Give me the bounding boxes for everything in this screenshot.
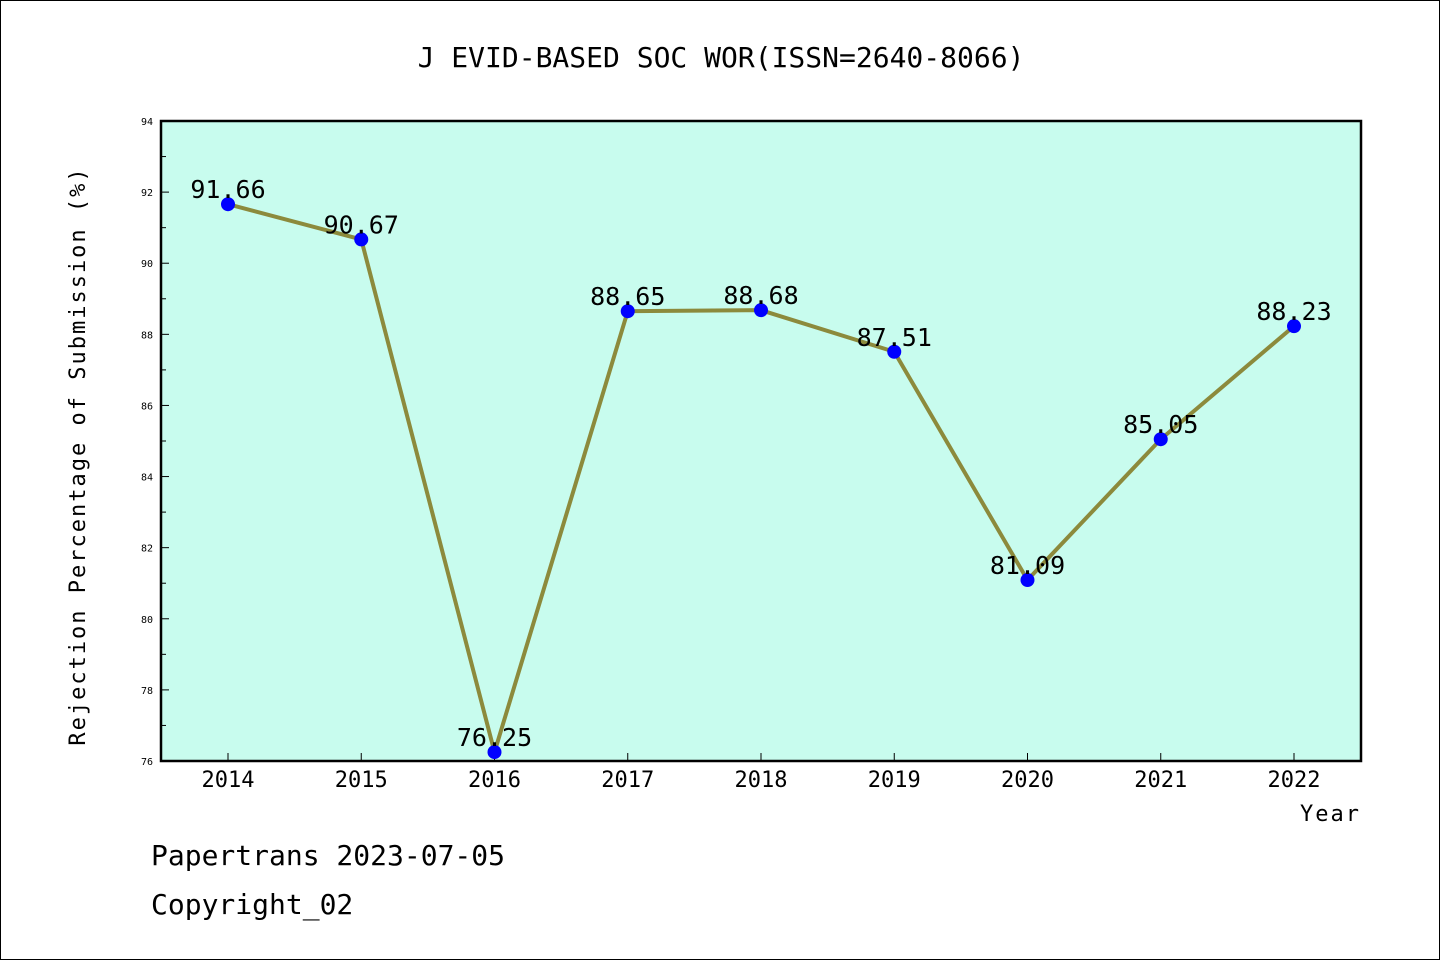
- data-point: [620, 304, 635, 319]
- plot-border: [159, 119, 1363, 763]
- x-tick-label: 2016: [468, 768, 521, 793]
- y-tick-label: 82: [141, 544, 153, 555]
- data-label: 88.68: [723, 281, 798, 310]
- data-point: [487, 745, 502, 760]
- x-tick-label: 2014: [202, 768, 255, 793]
- x-tick-label: 2020: [1001, 768, 1054, 793]
- footer-copyright: Copyright_02: [151, 888, 353, 922]
- y-tick-label: 76: [141, 757, 153, 768]
- y-tick-label: 90: [141, 259, 153, 270]
- y-tick-label: 88: [141, 330, 153, 341]
- y-tick-label: 80: [141, 615, 153, 626]
- y-axis-label: Rejection Percentage of Submission (%): [66, 166, 91, 745]
- data-label: 87.51: [857, 323, 932, 352]
- data-label: 81.09: [990, 551, 1065, 580]
- data-label: 91.66: [190, 175, 265, 204]
- x-tick-label: 2022: [1268, 768, 1321, 793]
- y-tick-label: 78: [141, 686, 153, 697]
- data-point: [1287, 319, 1301, 334]
- data-point: [221, 197, 235, 212]
- data-labels: 91.66 90.67 76.25 88.65 88.68 87.51 81.09 85.05…: [190, 175, 1331, 752]
- x-tick-label: 2021: [1134, 768, 1187, 793]
- data-label: 85.05: [1123, 410, 1198, 439]
- data-label: 90.67: [324, 210, 399, 239]
- data-point: [1020, 573, 1035, 588]
- y-tick-label: 84: [141, 473, 153, 484]
- data-point: [754, 303, 768, 318]
- chart-title: J EVID-BASED SOC WOR(ISSN=2640-8066): [418, 41, 1025, 74]
- x-tick-label: 2018: [735, 768, 788, 793]
- y-tick-label: 94: [141, 117, 153, 128]
- x-tick-label: 2019: [868, 768, 921, 793]
- data-point: [1153, 432, 1168, 447]
- data-label: 88.65: [590, 282, 665, 311]
- y-tick-label: 92: [141, 188, 153, 199]
- footer-date: Papertrans 2023-07-05: [151, 839, 505, 872]
- series-markers: [221, 197, 1301, 760]
- x-axis-label: Year: [1300, 802, 1361, 827]
- data-point: [887, 344, 902, 359]
- x-tick-label: 2015: [335, 768, 388, 793]
- y-tick-label: 86: [141, 401, 153, 412]
- y-axis: 76 78 80 82 84 86 88 90 92 94: [141, 117, 169, 768]
- data-label: 76.25: [457, 723, 532, 752]
- data-point: [354, 232, 369, 247]
- x-axis: 2014 2015 2016 2017 2018 2019 2020 2021 2022: [202, 753, 1321, 793]
- data-label: 88.23: [1256, 297, 1331, 326]
- x-tick-label: 2017: [601, 768, 654, 793]
